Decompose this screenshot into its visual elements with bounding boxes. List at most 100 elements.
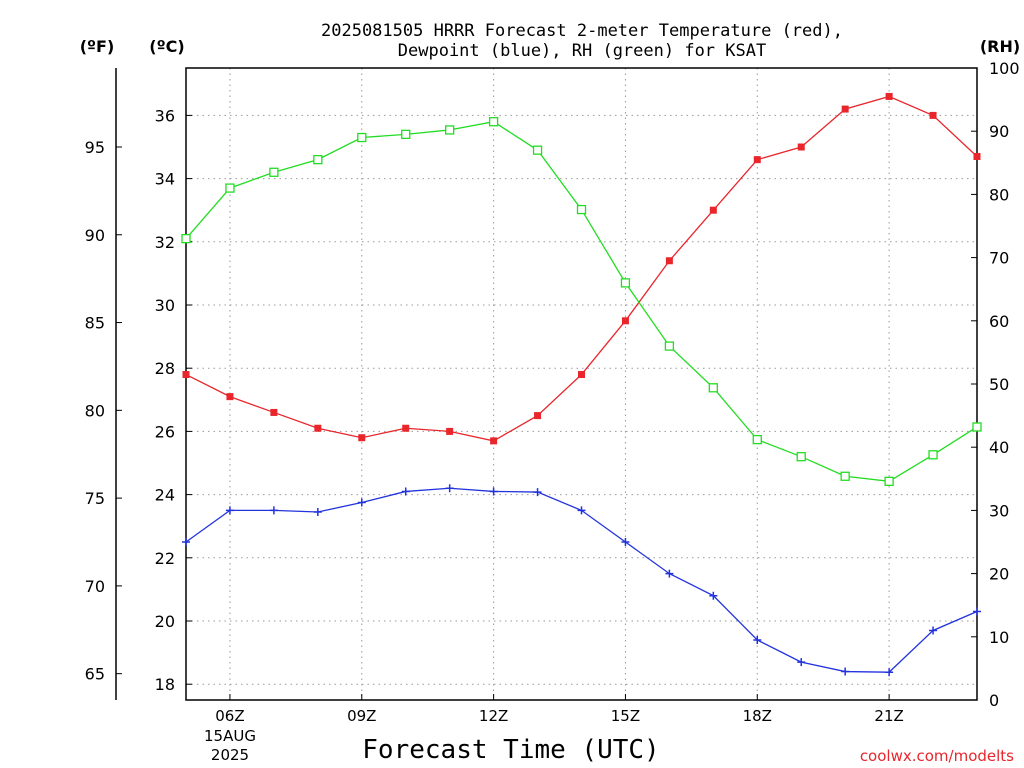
rh-point bbox=[708, 383, 718, 393]
x-tick-label: 06Z bbox=[215, 707, 244, 725]
celsius-tick-label: 30 bbox=[155, 296, 175, 315]
rh-tick-label: 70 bbox=[989, 249, 1009, 268]
rh-line bbox=[185, 121, 978, 482]
rh-point bbox=[401, 129, 411, 140]
dewpoint-point bbox=[533, 488, 542, 497]
x-axis-title: Forecast Time (UTC) bbox=[362, 735, 659, 765]
rh-tick-label: 100 bbox=[989, 59, 1020, 78]
temperature-point bbox=[490, 437, 498, 445]
rh-point bbox=[269, 167, 279, 177]
celsius-tick-label: 26 bbox=[155, 422, 175, 441]
dewpoint-point bbox=[489, 487, 498, 496]
rh-tick-label: 50 bbox=[989, 375, 1009, 394]
dewpoint-point bbox=[929, 626, 938, 635]
dewpoint-point bbox=[401, 487, 410, 496]
temperature-point bbox=[534, 412, 542, 420]
dewpoint-point bbox=[225, 506, 234, 515]
temperature-point bbox=[314, 424, 322, 432]
temperature-point bbox=[973, 152, 981, 160]
temperature-point bbox=[841, 105, 849, 113]
temperature-point bbox=[929, 111, 937, 119]
dewpoint-point bbox=[182, 538, 190, 546]
rh-point bbox=[225, 183, 235, 193]
rh-point bbox=[313, 154, 323, 165]
dewpoint-point bbox=[357, 498, 366, 507]
dewpoint-point bbox=[665, 569, 674, 578]
fahrenheit-tick-label: 65 bbox=[85, 665, 105, 684]
temperature-point bbox=[885, 92, 893, 100]
rh-point bbox=[620, 278, 631, 288]
fahrenheit-tick-label: 80 bbox=[85, 401, 105, 420]
rh-tick-label: 30 bbox=[989, 501, 1009, 520]
rh-point bbox=[576, 204, 587, 215]
temperature-point bbox=[446, 427, 454, 435]
celsius-tick-label: 28 bbox=[155, 359, 175, 378]
chart-title-line2: Dewpoint (blue), RH (green) for KSAT bbox=[398, 41, 766, 61]
fahrenheit-tick-label: 75 bbox=[85, 489, 105, 508]
celsius-tick-label: 32 bbox=[155, 233, 175, 252]
rh-point bbox=[488, 117, 499, 127]
rh-point bbox=[884, 476, 894, 486]
temperature-point bbox=[709, 206, 717, 214]
grid bbox=[186, 68, 977, 700]
rh-point bbox=[664, 341, 675, 351]
temperature-point bbox=[270, 408, 278, 416]
date-label-day: 15AUG bbox=[204, 727, 256, 745]
dewpoint-point bbox=[445, 484, 454, 493]
dewpoint-point bbox=[797, 658, 806, 667]
dewpoint-point bbox=[753, 635, 762, 644]
rh-point bbox=[972, 422, 982, 432]
rh-point bbox=[752, 434, 762, 445]
watermark: coolwx.com/modelts bbox=[860, 747, 1014, 765]
temperature-point bbox=[226, 393, 234, 401]
rh-tick-label: 20 bbox=[989, 565, 1009, 584]
temperature-point bbox=[665, 257, 673, 265]
rh-tick-label: 40 bbox=[989, 438, 1009, 457]
rh-point bbox=[796, 452, 806, 462]
chart-title-line1: 2025081505 HRRR Forecast 2-meter Tempera… bbox=[321, 21, 843, 41]
temperature-point bbox=[578, 371, 585, 379]
dewpoint-line bbox=[185, 487, 978, 673]
x-tick-label: 12Z bbox=[479, 707, 508, 725]
x-tick-label: 21Z bbox=[874, 707, 903, 725]
series bbox=[181, 92, 982, 677]
fahrenheit-tick-label: 90 bbox=[85, 226, 105, 245]
temperature-point bbox=[621, 317, 629, 325]
rh-tick-label: 90 bbox=[989, 122, 1009, 141]
celsius-tick-label: 34 bbox=[155, 170, 175, 189]
rh-tick-label: 0 bbox=[989, 691, 999, 710]
temperature-point bbox=[753, 156, 761, 164]
celsius-tick-label: 22 bbox=[155, 549, 175, 568]
dewpoint-point bbox=[577, 506, 586, 515]
dewpoint-point bbox=[841, 667, 850, 676]
rh-tick-label: 10 bbox=[989, 628, 1009, 647]
date-label-year: 2025 bbox=[211, 746, 249, 764]
x-tick-label: 09Z bbox=[347, 707, 376, 725]
rh-unit-label: (RH) bbox=[980, 37, 1020, 56]
rh-point bbox=[181, 233, 191, 244]
temperature-point bbox=[402, 424, 410, 432]
celsius-unit-label: (ºC) bbox=[149, 37, 184, 56]
rh-point bbox=[928, 450, 938, 460]
dewpoint-point bbox=[973, 607, 981, 616]
rh-point bbox=[532, 145, 543, 155]
rh-point bbox=[357, 132, 367, 143]
dewpoint-point bbox=[885, 668, 894, 677]
celsius-tick-label: 36 bbox=[155, 106, 175, 125]
dewpoint-point bbox=[709, 591, 718, 600]
rh-tick-label: 60 bbox=[989, 312, 1009, 331]
celsius-tick-label: 24 bbox=[155, 486, 175, 505]
temperature-line bbox=[185, 95, 978, 442]
dewpoint-point bbox=[313, 507, 322, 516]
temperature-point bbox=[797, 143, 805, 151]
rh-point bbox=[445, 125, 455, 135]
temperature-point bbox=[358, 434, 366, 442]
rh-point bbox=[840, 471, 850, 481]
fahrenheit-tick-label: 95 bbox=[85, 138, 105, 157]
x-tick-label: 18Z bbox=[743, 707, 772, 725]
axes: 06Z 09Z 12Z 15Z 18Z 21Z 18 20 22 24 26 28 30 32 34 36 65… bbox=[85, 59, 1020, 725]
rh-tick-label: 80 bbox=[989, 185, 1009, 204]
temperature-point bbox=[182, 371, 190, 379]
dewpoint-point bbox=[269, 506, 278, 515]
